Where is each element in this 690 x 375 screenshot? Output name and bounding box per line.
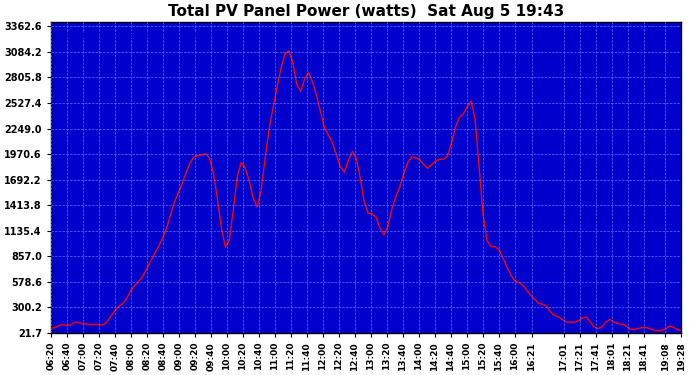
Text: Copyright 2006 Cartronics.com: Copyright 2006 Cartronics.com bbox=[57, 31, 215, 40]
Title: Total PV Panel Power (watts)  Sat Aug 5 19:43: Total PV Panel Power (watts) Sat Aug 5 1… bbox=[168, 4, 564, 19]
